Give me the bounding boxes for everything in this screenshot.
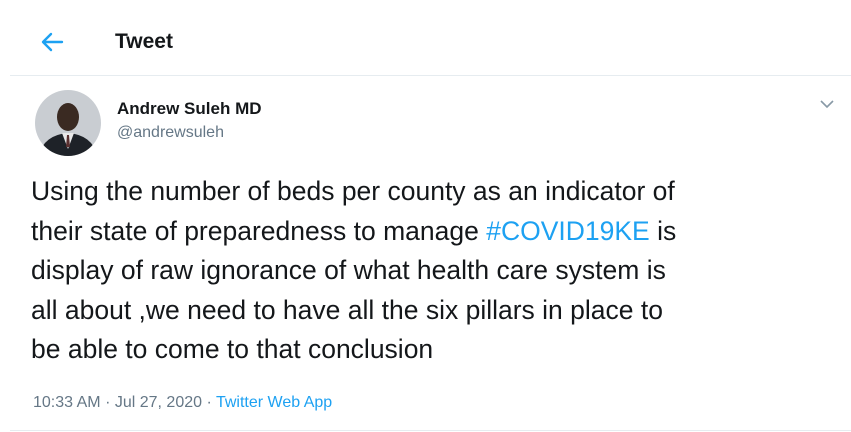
author-name[interactable]: Andrew Suleh MD: [117, 99, 262, 119]
text-segment: their state of preparedness to manage: [31, 216, 486, 246]
tweet-page: Tweet Andrew Suleh MD @andrewsuleh Using…: [0, 0, 851, 432]
text-line: be able to come to that conclusion: [31, 334, 433, 365]
avatar[interactable]: [34, 89, 102, 157]
separator: ·: [105, 394, 110, 411]
time[interactable]: 10:33 AM: [33, 394, 101, 411]
text-segment: is: [650, 216, 677, 246]
back-arrow[interactable]: [40, 30, 66, 54]
source[interactable]: Twitter Web App: [216, 394, 332, 411]
more-chevron[interactable]: [818, 98, 836, 110]
text-line: their state of preparedness to manage #C…: [31, 216, 676, 247]
divider: [10, 75, 851, 76]
tweet-meta: 10:33 AM · Jul 27, 2020 · Twitter Web Ap…: [33, 394, 332, 412]
divider: [10, 430, 851, 431]
hashtag[interactable]: #COVID19KE: [486, 216, 650, 246]
date[interactable]: Jul 27, 2020: [115, 394, 202, 411]
text-line: all about ,we need to have all the six p…: [31, 295, 663, 326]
text-line: display of raw ignorance of what health …: [31, 255, 666, 286]
text-line: Using the number of beds per county as a…: [31, 176, 675, 207]
author-handle[interactable]: @andrewsuleh: [117, 124, 224, 142]
separator: ·: [206, 394, 211, 411]
header-title: Tweet: [115, 30, 173, 54]
